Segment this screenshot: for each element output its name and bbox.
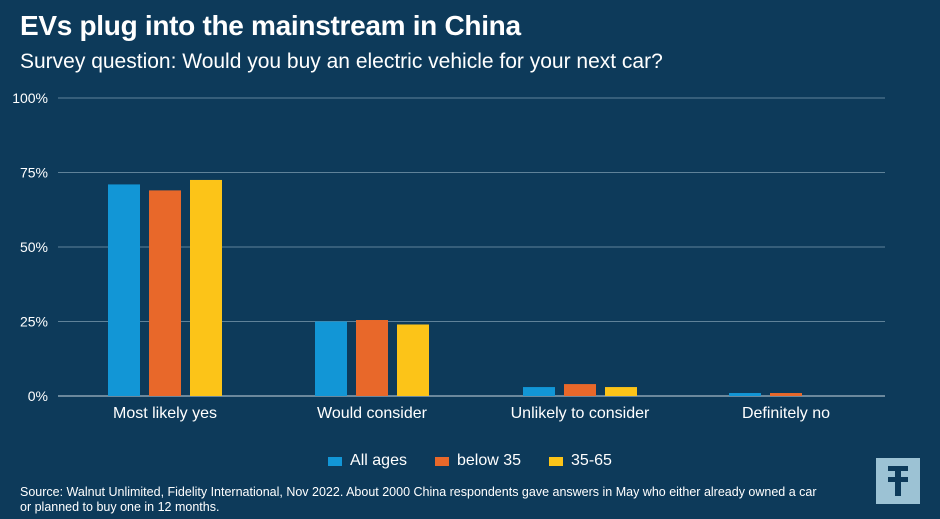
- y-tick-label: 75%: [20, 165, 48, 181]
- legend-item-35-65: 35-65: [549, 452, 612, 470]
- bar: [315, 321, 347, 396]
- y-tick-label: 25%: [20, 314, 48, 330]
- bar: [108, 184, 140, 396]
- y-tick-label: 50%: [20, 239, 48, 255]
- bar: [356, 320, 388, 396]
- bar: [770, 393, 802, 396]
- chart-subtitle: Survey question: Would you buy an electr…: [20, 50, 663, 73]
- legend-item-all-ages: All ages: [328, 452, 407, 470]
- source-note: Source: Walnut Unlimited, Fidelity Inter…: [20, 485, 817, 514]
- y-tick-label: 0%: [28, 388, 48, 404]
- x-tick-label: Unlikely to consider: [511, 405, 650, 422]
- fidelity-f-logo-icon: [888, 466, 908, 496]
- bar: [523, 387, 555, 396]
- legend-label-below-35: below 35: [456, 452, 522, 469]
- y-tick-label: 100%: [12, 90, 48, 106]
- legend-swatch-all-ages: [328, 456, 343, 466]
- x-tick-label: Most likely yes: [113, 405, 217, 422]
- bar: [729, 393, 761, 396]
- legend: All ages below 35 35-65: [0, 452, 940, 470]
- x-tick-label: Would consider: [317, 405, 428, 422]
- legend-swatch-35-65: [549, 456, 564, 466]
- bar: [149, 190, 181, 396]
- bar: [397, 324, 429, 396]
- bar: [605, 387, 637, 396]
- legend-item-below-35: below 35: [434, 452, 522, 470]
- x-tick-label: Definitely no: [742, 405, 830, 422]
- fidelity-logo: [876, 458, 920, 504]
- legend-label-35-65: 35-65: [571, 452, 612, 469]
- legend-swatch-below-35: [434, 456, 449, 466]
- bar: [564, 384, 596, 396]
- bar-chart: 0% 25% 50% 75% 100% Most likely yes Would cons…: [12, 90, 885, 422]
- chart-title: EVs plug into the mainstream in China: [20, 10, 521, 41]
- bar: [190, 179, 222, 396]
- legend-label-all-ages: All ages: [350, 452, 407, 469]
